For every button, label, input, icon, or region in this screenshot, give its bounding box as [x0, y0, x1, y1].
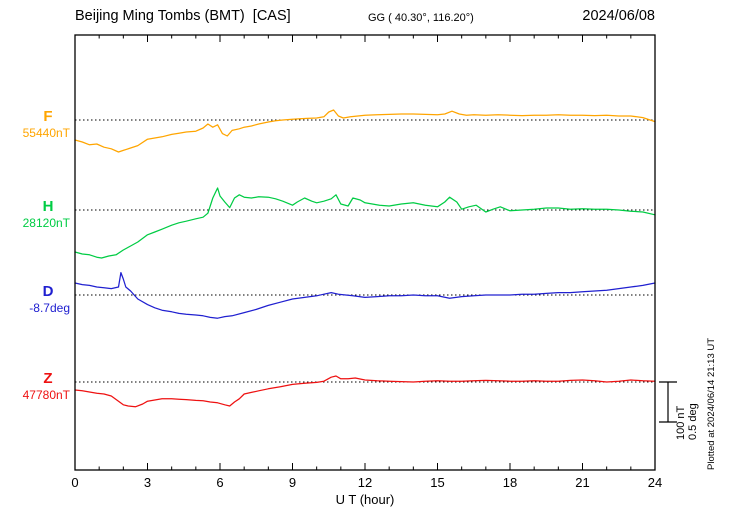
geographic-coordinates-label: GG ( 40.30°, 116.20°) [368, 12, 474, 24]
plotted-at-note: Plotted at 2024/06/14 21:13 UT [706, 338, 717, 470]
x-tick-label: 12 [358, 475, 372, 490]
z-trace [74, 375, 656, 408]
h-baseline-value: 28120nT [23, 216, 71, 230]
x-tick-label: 6 [216, 475, 223, 490]
f-trace [74, 109, 656, 153]
plot-frame [74, 34, 656, 471]
z-component-label: Z [43, 370, 52, 387]
z-baseline-value: 47780nT [23, 388, 71, 402]
x-tick-label: 0 [71, 475, 78, 490]
d-trace [74, 271, 656, 319]
x-tick-label: 9 [289, 475, 296, 490]
h-trace [74, 187, 656, 259]
x-tick-label: 24 [648, 475, 662, 490]
date-label: 2024/06/08 [582, 8, 655, 24]
station-title: Beijing Ming Tombs (BMT) [CAS] [75, 8, 291, 24]
x-tick-label: 18 [503, 475, 517, 490]
f-baseline-value: 55440nT [23, 126, 71, 140]
x-tick-label: 15 [430, 475, 444, 490]
x-tick-label: 3 [144, 475, 151, 490]
scale-label-deg: 0.5 deg [687, 403, 699, 440]
d-baseline-value: -8.7deg [29, 301, 70, 315]
f-component-label: F [43, 108, 52, 125]
scale-label-nt: 100 nT [675, 405, 687, 440]
d-component-label: D [43, 283, 54, 300]
x-axis-label: U T (hour) [336, 492, 395, 507]
x-tick-label: 21 [575, 475, 589, 490]
h-component-label: H [43, 198, 54, 215]
